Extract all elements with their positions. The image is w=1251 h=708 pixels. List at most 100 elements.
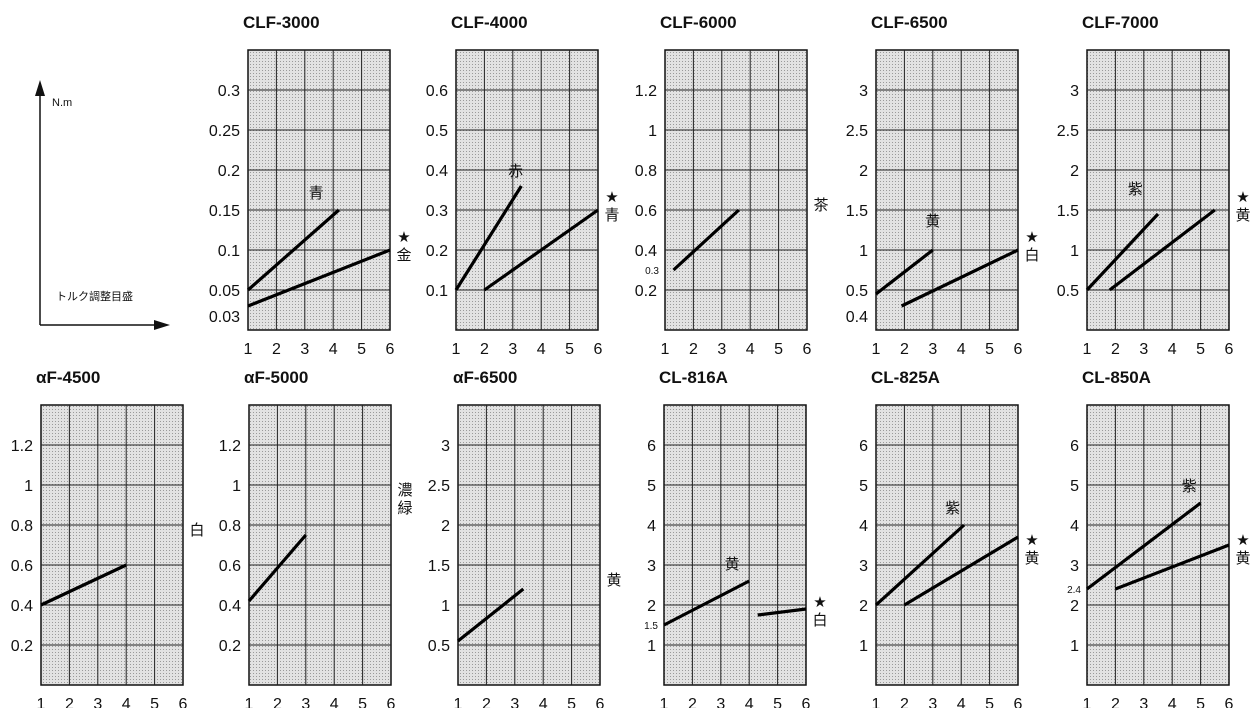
x-tick-label: 6 <box>1014 696 1023 708</box>
chart-6: αF-4500 1.2 1 0.8 0.6 0.4 0.2 1 2 3 4 5 6 白 <box>11 368 205 708</box>
x-tick-label: 1 <box>1083 696 1092 708</box>
series-line <box>247 248 391 308</box>
star-icon: ★ <box>1236 532 1249 549</box>
y-tick-label: 3 <box>647 558 656 575</box>
plot-area <box>455 49 599 331</box>
y-tick-label: 4 <box>859 518 868 535</box>
y-tick-label: 2 <box>441 518 450 535</box>
x-tick-label: 5 <box>357 341 366 358</box>
x-tick-label: 6 <box>1225 696 1234 708</box>
y-tick-label: 1 <box>24 478 33 495</box>
chart-title: CLF-4000 <box>451 13 528 32</box>
y-tick-label: 0.4 <box>219 598 241 615</box>
y-tick-label: 0.6 <box>219 558 241 575</box>
y-tick-label: 2.5 <box>428 478 450 495</box>
y-tick-label: 0.1 <box>218 243 240 260</box>
star-icon: ★ <box>1236 189 1249 206</box>
y-tick-label: 0.15 <box>209 203 240 220</box>
y-tick-label: 0.5 <box>426 123 448 140</box>
y-tick-label: 4 <box>1070 518 1079 535</box>
x-tick-label: 5 <box>1196 341 1205 358</box>
series-line <box>672 208 740 272</box>
side-color-label: 黄 <box>1024 550 1039 567</box>
chart-title: CLF-7000 <box>1082 13 1159 32</box>
y-tick-label: 1 <box>1070 638 1079 655</box>
x-tick-label: 2 <box>482 696 491 708</box>
plot-area <box>875 404 1019 686</box>
y-tick-label: 0.4 <box>426 163 448 180</box>
series-line <box>663 579 750 627</box>
plot-area <box>875 49 1019 331</box>
y-tick-label: 1.5 <box>846 203 868 220</box>
series-line <box>247 533 308 603</box>
x-tick-label: 1 <box>660 696 669 708</box>
y-tick-label: 3 <box>859 558 868 575</box>
x-tick-label: 1 <box>872 341 881 358</box>
x-tick-label: 6 <box>1225 341 1234 358</box>
star-icon: ★ <box>1025 229 1038 246</box>
chart-title: αF-5000 <box>244 368 308 387</box>
x-tick-label: 3 <box>1139 696 1148 708</box>
y-tick-label: 1.2 <box>219 438 241 455</box>
y-tick-label: 2.5 <box>846 123 868 140</box>
x-tick-label: 3 <box>928 696 937 708</box>
x-tick-label: 5 <box>985 696 994 708</box>
chart-10: CL-825A 6 5 4 3 2 1 1 2 3 4 5 6 紫 ★黄 <box>859 368 1039 708</box>
series-color-label: 紫 <box>1182 478 1197 495</box>
x-tick-label: 2 <box>272 341 281 358</box>
x-tick-label: 4 <box>329 341 338 358</box>
x-tick-label: 4 <box>957 341 966 358</box>
plot-area <box>40 404 184 686</box>
x-tick-label: 1 <box>1083 341 1092 358</box>
series-color-label: 紫 <box>945 500 960 517</box>
x-tick-label: 2 <box>480 341 489 358</box>
x-tick-label: 3 <box>300 341 309 358</box>
x-tick-label: 4 <box>1168 341 1177 358</box>
series-color-label: 黄 <box>925 213 940 230</box>
y-tick-label: 1 <box>647 638 656 655</box>
chart-3: CLF-6000 1.2 1 0.8 0.6 0.4 0.2 0.3 1 2 3 4 5 6 茶 <box>635 13 829 358</box>
x-tick-label: 2 <box>900 696 909 708</box>
side-color-label: 白 <box>812 612 827 629</box>
x-tick-label: 3 <box>1139 341 1148 358</box>
y-minor-note: 0.3 <box>645 266 659 277</box>
y-tick-label: 1 <box>232 478 241 495</box>
series-line <box>454 185 523 291</box>
side-color-label: 金 <box>396 247 411 264</box>
side-color-label: 黄 <box>606 572 621 589</box>
chart-title: CLF-6500 <box>871 13 948 32</box>
plot-area <box>664 49 808 331</box>
y-tick-label: 1 <box>859 638 868 655</box>
side-color-label: 青 <box>604 207 619 224</box>
chart-title: CL-850A <box>1082 368 1151 387</box>
x-tick-label: 4 <box>1168 696 1177 708</box>
plot-area <box>248 404 392 686</box>
y-tick-label: 5 <box>647 478 656 495</box>
y-tick-label: 1 <box>1070 243 1079 260</box>
x-tick-label: 6 <box>386 341 395 358</box>
x-tick-label: 3 <box>508 341 517 358</box>
x-tick-label: 4 <box>746 341 755 358</box>
y-tick-label: 1 <box>859 243 868 260</box>
star-icon: ★ <box>605 189 618 206</box>
x-tick-label: 6 <box>594 341 603 358</box>
x-tick-label: 4 <box>537 341 546 358</box>
x-tick-label: 1 <box>454 696 463 708</box>
y-tick-label: 0.6 <box>635 203 657 220</box>
y-tick-label: 1 <box>441 598 450 615</box>
y-tick-label: 0.4 <box>11 598 33 615</box>
y-tick-label: 3 <box>1070 83 1079 100</box>
x-tick-label: 5 <box>567 696 576 708</box>
chart-1: CLF-3000 0.3 0.25 0.2 0.15 0.1 0.05 0.031 2 3 4 5 6 青… <box>209 13 412 358</box>
side-color-label: 黄 <box>1235 550 1250 567</box>
x-tick-label: 3 <box>716 696 725 708</box>
side-color-label: 黄 <box>1235 207 1250 224</box>
y-tick-label: 1.2 <box>635 83 657 100</box>
y-tick-label: 1.5 <box>1057 203 1079 220</box>
y-tick-label: 3 <box>859 83 868 100</box>
chart-title: CL-825A <box>871 368 940 387</box>
y-tick-label: 0.2 <box>218 163 240 180</box>
y-tick-label: 0.8 <box>11 518 33 535</box>
series-color-label: 黄 <box>725 556 740 573</box>
y-tick-label: 2 <box>859 163 868 180</box>
